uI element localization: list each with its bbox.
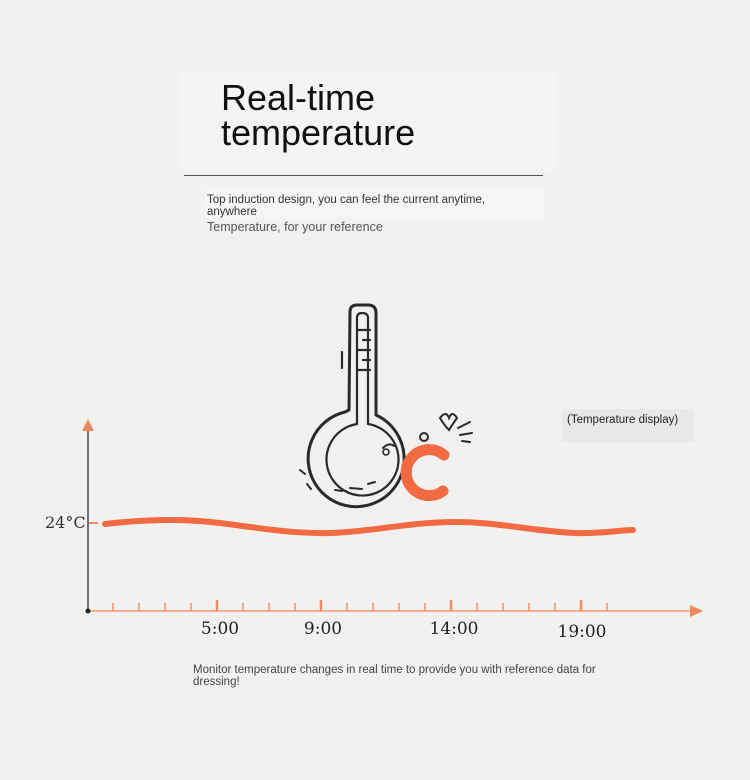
y-value-label: 24°C bbox=[45, 513, 86, 532]
x-tick-label-2: 9:00 bbox=[304, 619, 342, 639]
subtitle-panel bbox=[205, 188, 545, 218]
page-title: Real-time temperature bbox=[221, 77, 416, 153]
subtitle-text: Top induction design, you can feel the c… bbox=[207, 194, 486, 218]
chart-axes bbox=[82, 419, 703, 617]
x-tick-label-1: 5:00 bbox=[201, 619, 239, 639]
title-line-2: temperature bbox=[221, 112, 416, 153]
x-tick-label-4: 19:00 bbox=[558, 622, 607, 642]
title-panel bbox=[182, 72, 554, 172]
temperature-line bbox=[102, 517, 636, 537]
y-axis-arrow bbox=[82, 419, 94, 431]
x-axis-ticks bbox=[112, 600, 608, 611]
title-divider bbox=[184, 175, 543, 176]
temperature-display-badge: (Temperature display) bbox=[562, 409, 694, 442]
thermometer-icon bbox=[299, 303, 406, 509]
axis-origin bbox=[85, 608, 91, 614]
subtitle-secondary-text: Temperature, for your reference bbox=[207, 220, 383, 234]
footer-text: Monitor temperature changes in real time… bbox=[193, 664, 596, 688]
celsius-icon bbox=[400, 413, 473, 502]
title-line-1: Real-time bbox=[221, 77, 376, 118]
x-axis-arrow bbox=[690, 605, 703, 617]
x-tick-label-3: 14:00 bbox=[430, 619, 479, 639]
